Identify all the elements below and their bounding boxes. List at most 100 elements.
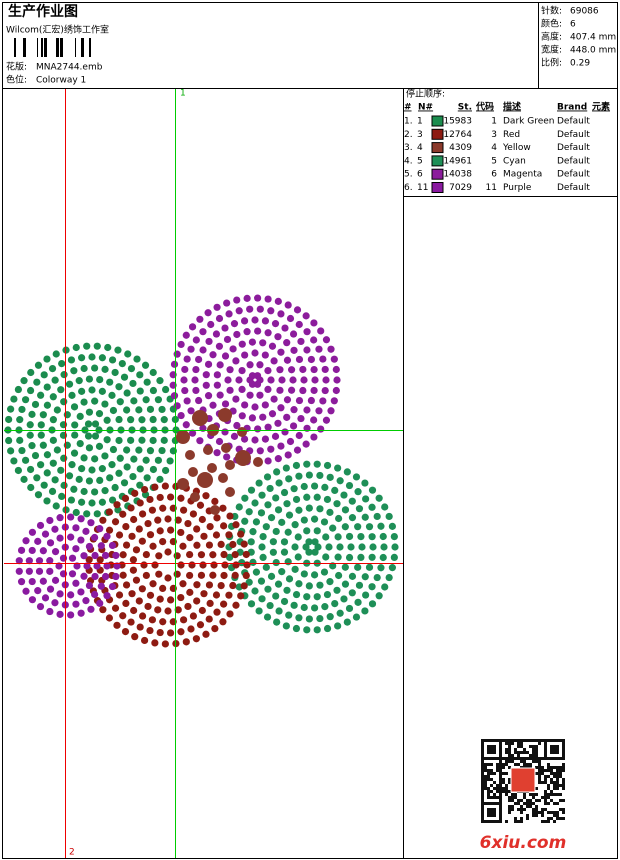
stitch-dot — [213, 371, 221, 379]
stitch-dot — [91, 533, 99, 542]
stitch-dot — [80, 487, 88, 496]
qr-module — [562, 784, 565, 787]
qr-module — [523, 763, 526, 766]
qr-module — [481, 763, 484, 766]
stitch-dot — [289, 422, 298, 430]
stitch-dot — [193, 541, 201, 549]
qr-module — [481, 757, 484, 760]
qr-module — [550, 781, 553, 784]
stitch-dot — [261, 317, 270, 325]
qr-module — [553, 802, 556, 805]
code: 4 — [491, 143, 497, 153]
stitch-dot — [264, 457, 272, 465]
stitch-dot — [292, 590, 301, 599]
stitch-dot — [209, 571, 217, 579]
stitch-dot — [114, 346, 122, 354]
stitch-dot — [37, 431, 45, 439]
stitch-dot — [91, 397, 99, 405]
qr-module — [553, 751, 556, 754]
stitch-dot — [119, 510, 127, 518]
stitch-dot — [111, 518, 120, 526]
qr-module — [520, 811, 523, 814]
qr-module — [550, 811, 553, 814]
qr-module — [481, 805, 484, 808]
stitch-dot — [41, 530, 50, 538]
stitch-dot — [140, 561, 148, 569]
qr-module — [559, 772, 562, 775]
stitch-dot — [151, 483, 159, 491]
qr-module — [550, 751, 553, 754]
stitch-dot — [164, 515, 172, 523]
stitch-dot — [80, 398, 88, 406]
stitch-dot — [321, 386, 329, 395]
stitch-dot — [91, 432, 100, 440]
stitch-dot — [39, 441, 47, 449]
stitch-dot — [133, 355, 141, 363]
stitch-dot — [281, 428, 289, 436]
stitch-dot — [289, 376, 297, 384]
stitch-dot — [123, 446, 131, 454]
stitch-dot — [256, 305, 264, 313]
guide-label: 2 — [69, 848, 75, 858]
stitch-dot — [272, 592, 280, 600]
qr-module — [493, 793, 496, 796]
stitch-dot — [18, 446, 26, 455]
stitch-dot — [88, 499, 96, 507]
stitch-dot — [220, 550, 228, 559]
stitch-dot — [251, 436, 259, 444]
qr-module — [484, 781, 487, 784]
stitch-dot — [138, 612, 147, 620]
stitch-dot — [195, 396, 203, 405]
stitch-dot — [293, 306, 302, 314]
stitch-dot — [232, 521, 240, 529]
stitch-dot — [283, 396, 292, 404]
stitch-dot — [237, 427, 247, 437]
qr-module — [487, 778, 490, 781]
qr-module — [496, 790, 499, 793]
stitch-dot — [132, 576, 141, 584]
stitch-dot — [130, 455, 138, 463]
stitch-dot — [87, 519, 95, 527]
stitch-dot — [138, 436, 146, 444]
qr-module — [532, 814, 535, 817]
stitch-dot — [39, 577, 47, 585]
stitch-dot — [127, 416, 135, 424]
qr-module — [484, 757, 487, 760]
qr-module — [484, 784, 487, 787]
stitch-dot — [142, 456, 150, 464]
stitch-dot — [56, 590, 64, 598]
qr-module — [490, 739, 493, 742]
stitch-dot — [277, 442, 285, 450]
stitch-dot — [278, 518, 286, 526]
brand: Default — [557, 143, 590, 153]
column-header: N# — [418, 103, 433, 113]
qr-module — [487, 820, 490, 823]
needle: 6 — [417, 170, 423, 180]
stitch-dot — [388, 522, 396, 530]
stitch-dot — [251, 349, 259, 357]
stitch-dot — [144, 519, 152, 528]
stitch-dot — [243, 294, 251, 302]
swatch — [431, 155, 444, 167]
qr-module — [523, 739, 526, 742]
qr-module — [547, 766, 550, 769]
qr-module — [481, 802, 484, 805]
qr-module — [481, 787, 484, 790]
qr-module — [562, 739, 565, 742]
stitch-dot — [305, 504, 313, 512]
stitch-dot — [317, 327, 325, 335]
stitch-dot — [17, 578, 26, 586]
qr-module — [502, 739, 505, 742]
stitch-dot — [51, 599, 59, 607]
stop-title: 停止顺序: — [406, 88, 445, 100]
stitch-dot — [261, 401, 269, 409]
stitch-dot — [96, 599, 104, 607]
qr-module — [487, 790, 490, 793]
stitch-dot — [93, 510, 101, 518]
stitch-dot — [220, 600, 228, 608]
stitch-dot — [290, 485, 298, 493]
stitch-dot — [119, 551, 127, 559]
stitch-dot — [149, 580, 157, 588]
stitch-dot — [223, 299, 231, 307]
qr-module — [484, 775, 487, 778]
